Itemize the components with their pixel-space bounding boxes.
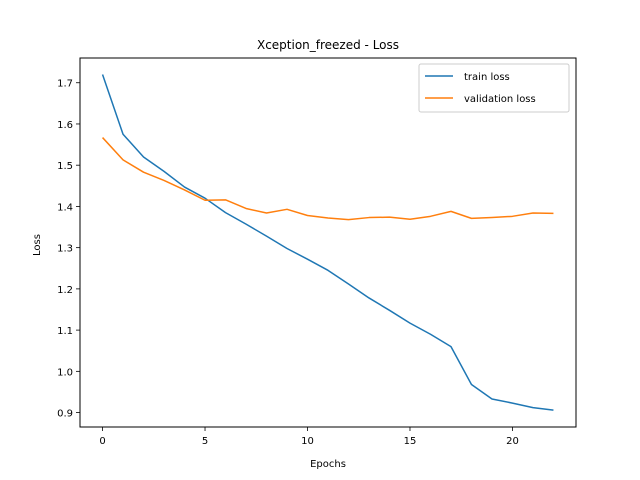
- legend-box: [418, 63, 570, 113]
- chart-title: Xception_freezed - Loss: [257, 38, 399, 52]
- series-line-train-loss: [101, 74, 554, 411]
- y-tick-label: 1.2: [57, 285, 73, 296]
- y-tick-label: 1.0: [57, 367, 73, 378]
- y-tick-label: 0.9: [57, 409, 73, 420]
- y-tick-label: 1.5: [57, 161, 73, 172]
- legend-label-validation-loss: validation loss: [464, 94, 536, 105]
- series-line-validation-loss: [101, 137, 554, 221]
- legend: train loss validation loss: [418, 63, 570, 113]
- y-tick-label: 1.6: [57, 120, 73, 131]
- y-tick-label: 1.1: [57, 326, 73, 337]
- legend-label-train-loss: train loss: [464, 72, 510, 83]
- x-tick-label: 5: [202, 436, 208, 447]
- y-tick-label: 1.7: [57, 79, 73, 90]
- y-tick-label: 1.3: [57, 244, 73, 255]
- x-axis-label: Epochs: [310, 459, 346, 470]
- x-tick-label: 20: [506, 436, 519, 447]
- x-tick-label: 0: [99, 436, 105, 447]
- plot-frame: [79, 57, 577, 428]
- y-axis-label: Loss: [32, 234, 43, 256]
- x-axis-ticks: 0 5 10 15 20: [99, 427, 519, 447]
- series-lines: [101, 74, 554, 411]
- y-axis-ticks: 0.9 1.0 1.1 1.2 1.3 1.4 1.5 1.6 1.7: [57, 79, 80, 420]
- plot-area: [79, 57, 577, 428]
- x-tick-label: 15: [404, 436, 417, 447]
- x-tick-label: 10: [301, 436, 314, 447]
- y-tick-label: 1.4: [57, 202, 73, 213]
